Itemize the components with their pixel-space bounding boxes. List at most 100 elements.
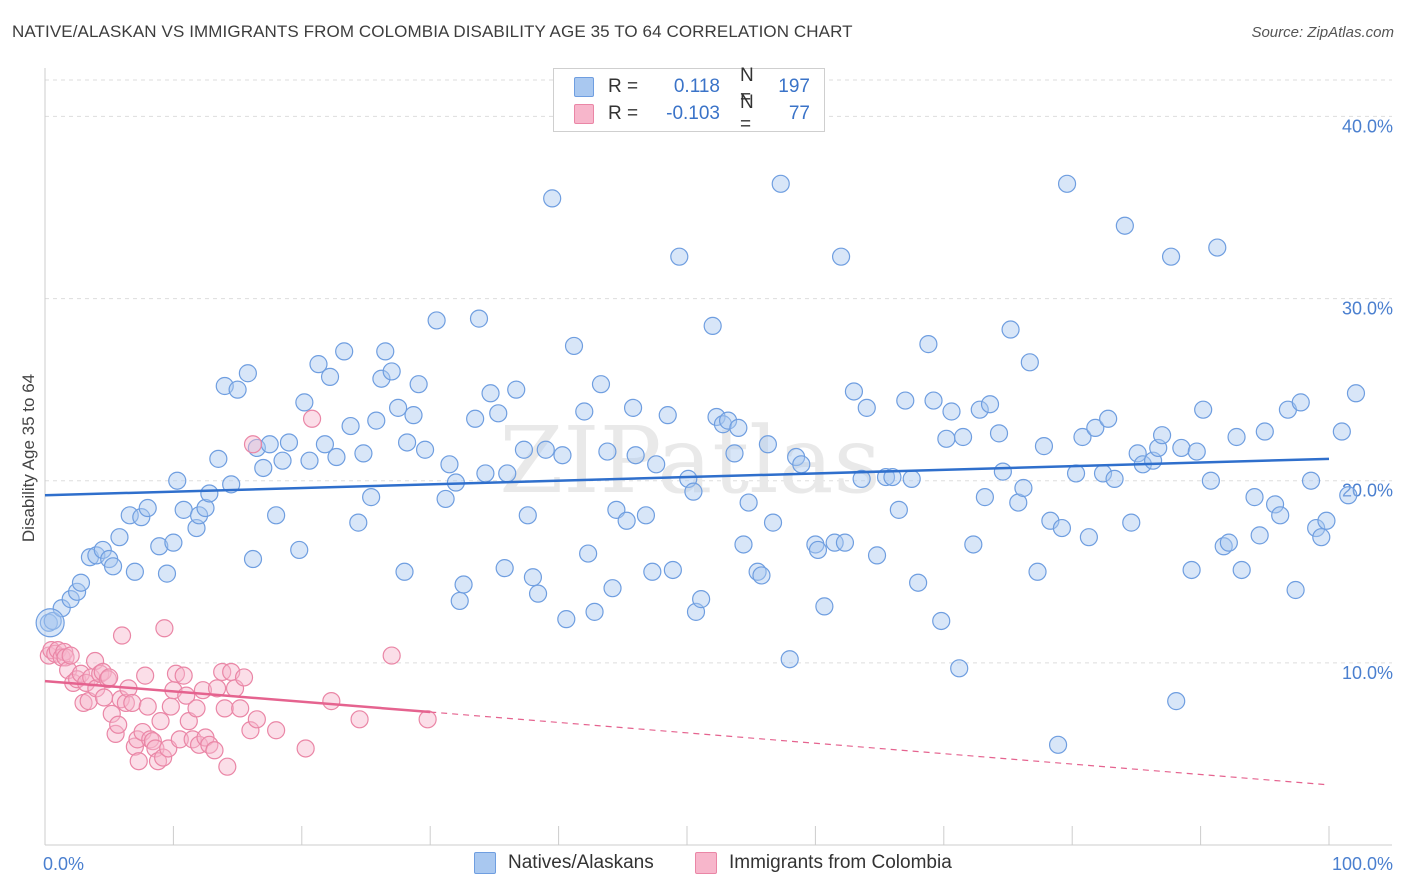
data-point [1227, 427, 1246, 447]
data-point [1020, 353, 1039, 372]
data-point [349, 513, 368, 532]
data-point [1194, 400, 1213, 419]
data-point [481, 384, 500, 403]
chart-title: NATIVE/ALASKAN VS IMMIGRANTS FROM COLOMB… [12, 22, 853, 41]
data-point [143, 732, 162, 751]
data-point [1339, 486, 1358, 505]
data-point [684, 482, 703, 501]
data-point [1291, 393, 1310, 412]
data-point [970, 400, 989, 419]
data-point [852, 469, 871, 488]
data-point [205, 741, 224, 760]
data-point [382, 646, 401, 665]
data-point [436, 489, 455, 509]
data-point [498, 464, 517, 483]
data-point [290, 540, 309, 560]
trend-line-colombia-extension [430, 711, 1330, 786]
legend-n-value: 77 [788, 103, 810, 124]
data-point [136, 666, 155, 685]
data-point [1245, 488, 1264, 507]
data-point [585, 602, 604, 621]
legend-n-value: 197 [778, 76, 810, 97]
data-point [300, 451, 319, 470]
data-point [883, 467, 902, 487]
data-point [189, 506, 209, 525]
data-point [327, 447, 346, 467]
data-point [207, 679, 227, 698]
data-point [564, 336, 584, 356]
data-point [763, 513, 783, 532]
y-tick-label: 30.0% [1342, 299, 1393, 319]
data-point [1048, 735, 1068, 754]
data-point [164, 533, 183, 552]
data-point [110, 528, 129, 547]
data-point [94, 688, 114, 707]
data-point [591, 375, 611, 394]
data-point [867, 546, 887, 565]
data-point [397, 433, 417, 452]
data-point [1208, 238, 1227, 257]
data-point [889, 500, 908, 519]
legend-r-label: R = [608, 103, 639, 124]
tick-labels: 10.0% 20.0% 30.0% 40.0% 0.0% 100.0% [43, 116, 1393, 874]
data-point [1172, 438, 1191, 458]
data-point [792, 455, 811, 474]
data-point [243, 549, 263, 569]
data-point [658, 406, 677, 425]
data-point [739, 493, 758, 512]
data-point [170, 730, 189, 749]
data-point [626, 446, 645, 465]
data-point [228, 380, 247, 399]
data-point [1317, 511, 1336, 530]
data-point [964, 535, 983, 554]
data-point [174, 666, 193, 685]
data-point [643, 562, 662, 581]
data-point [279, 433, 299, 452]
data-point [953, 427, 973, 447]
data-point [168, 471, 187, 490]
data-point [315, 435, 335, 454]
data-point [1001, 320, 1020, 339]
data-point [67, 582, 87, 601]
data-point [1105, 469, 1124, 488]
data-point [71, 664, 91, 683]
data-point [238, 364, 257, 383]
legend-row-colombia: R = -0.103 N = 77 [574, 92, 810, 135]
data-point [440, 455, 459, 474]
data-point [362, 488, 381, 507]
data-point [1128, 444, 1147, 463]
legend-r-value: -0.103 [666, 103, 720, 124]
data-point [71, 573, 91, 592]
data-point [1099, 409, 1118, 428]
data-point [1086, 418, 1105, 437]
data-point [1182, 560, 1201, 580]
data-point [598, 442, 617, 461]
data-point [495, 559, 514, 578]
data-point [1232, 560, 1251, 580]
data-point [1255, 422, 1274, 441]
data-point [989, 424, 1009, 443]
data-point [1057, 174, 1077, 193]
data-point [133, 722, 152, 742]
data-point [896, 391, 915, 410]
data-point [209, 449, 228, 468]
data-point [780, 650, 799, 669]
data-point [1286, 580, 1305, 600]
data-point [427, 311, 446, 330]
data-point [528, 584, 548, 603]
data-point [876, 467, 896, 487]
data-point [155, 619, 174, 638]
data-point [1332, 422, 1351, 441]
y-axis-label: Disability Age 35 to 64 [19, 374, 38, 542]
data-point [267, 506, 286, 525]
data-point [93, 540, 112, 560]
data-point [725, 444, 744, 463]
bottom-legend-label: Natives/Alaskans [508, 852, 654, 873]
data-point [196, 498, 215, 518]
data-point [1052, 518, 1072, 538]
data-point [489, 404, 508, 423]
data-point [389, 398, 408, 417]
data-point [372, 369, 391, 388]
data-point [1201, 471, 1220, 490]
data-point [231, 699, 250, 718]
